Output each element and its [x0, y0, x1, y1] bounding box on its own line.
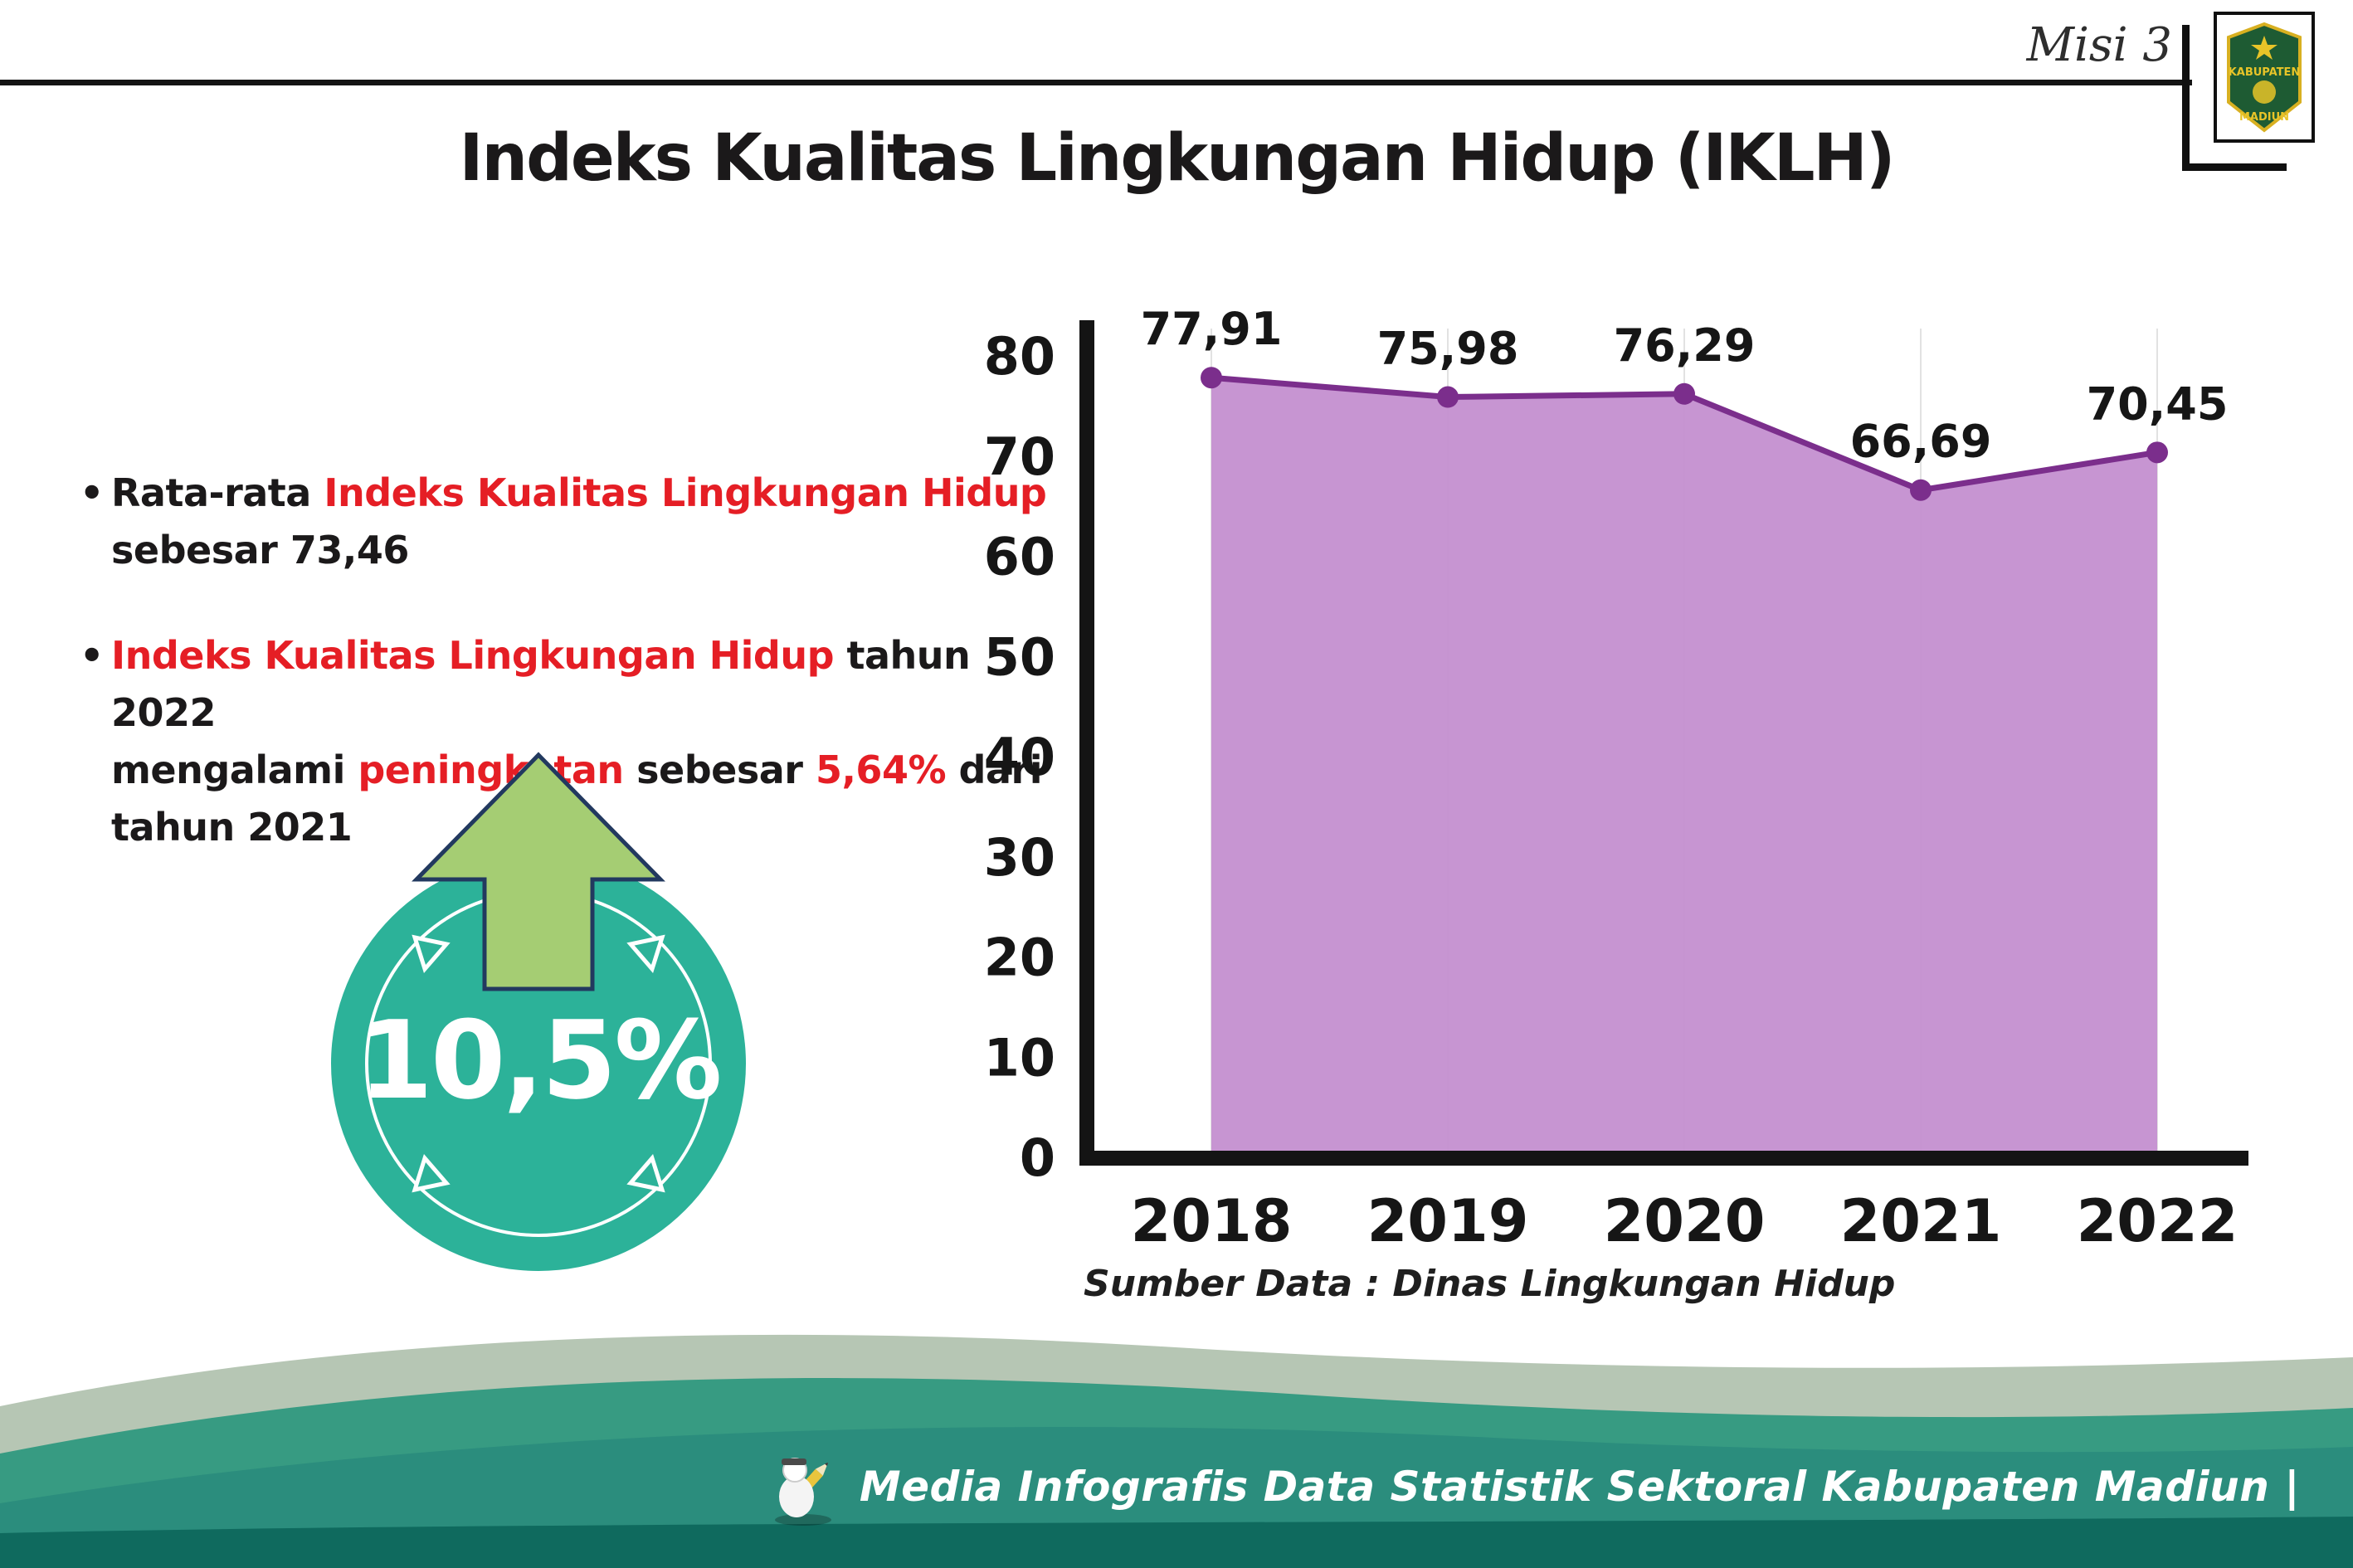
x-tick-label: 2020: [1604, 1187, 1766, 1255]
x-axis: [1079, 1151, 2248, 1166]
data-point: [1437, 386, 1459, 408]
x-tick-label: 2018: [1131, 1187, 1293, 1255]
y-tick-label: 60: [984, 527, 1055, 587]
y-tick-label: 40: [984, 727, 1055, 787]
data-label: 70,45: [2087, 377, 2229, 430]
data-label: 75,98: [1377, 323, 1519, 375]
y-axis: [1079, 320, 1094, 1166]
area-fill: [1211, 377, 2157, 1158]
page-title: Indeks Kualitas Lingkungan Hidup (IKLH): [459, 121, 1896, 196]
y-tick-label: 20: [984, 928, 1055, 988]
ring-triangle-icon: [412, 934, 451, 974]
y-tick-label: 70: [984, 426, 1055, 487]
increase-badge-graphic: [331, 752, 746, 1271]
footer-wave: [0, 1334, 2353, 1568]
bullet-item: • Rata-rata Indeks Kualitas Lingkungan Hi…: [80, 465, 1067, 579]
misi-label: Misi 3: [2026, 18, 2172, 72]
y-tick-label: 30: [984, 827, 1055, 888]
iklh-chart: 77,91 75,98 76,29 66,69 70,45 0 10 20 30 40 50 60 70…: [979, 295, 2323, 1294]
crest-icon: KABUPATEN MADIUN: [2227, 22, 2302, 133]
x-tick-label: 2021: [1840, 1187, 2002, 1255]
mascot-icon: [774, 1458, 831, 1526]
y-tick-label: 10: [984, 1027, 1055, 1088]
data-label: 77,91: [1141, 303, 1283, 355]
up-arrow-icon: [412, 752, 665, 991]
logo-text-bottom: MADIUN: [2239, 111, 2289, 124]
footer-caption: Media Infografis Data Statistik Sektoral…: [859, 1463, 2300, 1511]
data-label: 76,29: [1614, 319, 1756, 372]
footer-caption-row: Media Infografis Data Statistik Sektoral…: [763, 1445, 2300, 1528]
y-tick-label: 50: [984, 626, 1055, 687]
bullet-marker: •: [80, 470, 104, 515]
bullet-text: Rata-rata Indeks Kualitas Lingkungan Hid…: [111, 470, 1047, 572]
y-tick-label: 80: [984, 326, 1055, 387]
bullet-text: Indeks Kualitas Lingkungan Hidup tahun 2…: [111, 633, 1042, 850]
data-point: [1910, 479, 1932, 501]
crest-box: KABUPATEN MADIUN: [2214, 12, 2315, 143]
bullet-marker: •: [80, 633, 104, 678]
ring-triangle-icon: [626, 934, 665, 974]
data-label: 66,69: [1850, 416, 1992, 468]
source-note: Sumber Data : Dinas Lingkungan Hidup: [1084, 1263, 1896, 1305]
iklh-chart-svg: 77,91 75,98 76,29 66,69 70,45 0 10 20 30 40 50 60 70…: [984, 303, 2248, 1255]
x-tick-label: 2019: [1367, 1187, 1529, 1255]
data-point: [1673, 382, 1695, 405]
kabupaten-madiun-logo: KABUPATEN MADIUN: [2180, 12, 2315, 174]
x-tick-label: 2022: [2077, 1187, 2239, 1255]
y-tick-label: 0: [1020, 1127, 1055, 1188]
bullet-item: • Indeks Kualitas Lingkungan Hidup tahun …: [80, 627, 1067, 856]
ring-triangle-icon: [626, 1153, 665, 1193]
ring-triangle-icon: [412, 1153, 451, 1193]
logo-frame: [2182, 25, 2287, 171]
logo-text-top: KABUPATEN: [2229, 66, 2301, 79]
bullet-list: • Rata-rata Indeks Kualitas Lingkungan Hi…: [80, 465, 1067, 904]
header-rule: [0, 80, 2192, 85]
data-point: [1201, 367, 1222, 389]
data-point: [2146, 441, 2168, 464]
badge-value: 10,5%: [358, 997, 722, 1123]
increase-badge: 10,5%: [300, 740, 777, 1292]
